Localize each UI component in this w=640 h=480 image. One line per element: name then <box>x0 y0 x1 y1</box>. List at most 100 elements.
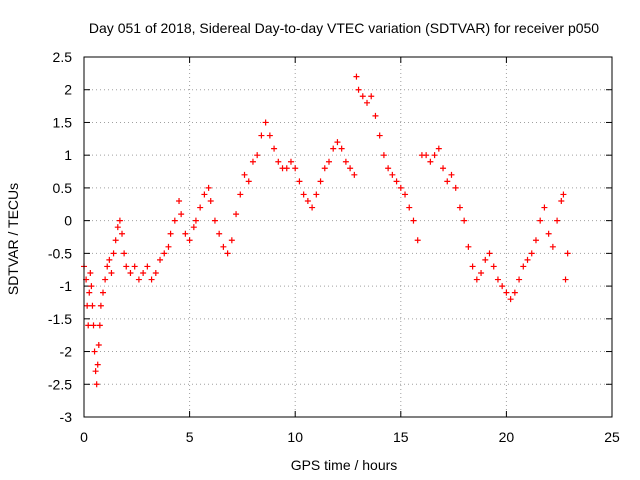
data-point <box>368 93 375 100</box>
data-point <box>241 171 248 178</box>
data-point <box>148 276 155 283</box>
plot-frame <box>83 56 613 418</box>
data-point <box>104 263 111 270</box>
data-point <box>423 152 430 159</box>
y-tick-label: -1 <box>60 278 73 294</box>
y-tick-label: 0.5 <box>53 180 73 196</box>
data-point <box>372 112 379 119</box>
x-tick-label: 15 <box>393 429 409 445</box>
data-point <box>410 217 417 224</box>
data-point <box>330 145 337 152</box>
data-point <box>190 224 197 231</box>
data-point <box>541 204 548 211</box>
data-point <box>435 145 442 152</box>
data-point <box>121 250 128 257</box>
data-point <box>87 270 94 276</box>
data-point <box>100 289 107 296</box>
data-point <box>292 165 299 172</box>
data-point <box>359 93 366 100</box>
data-point <box>473 276 480 283</box>
data-point <box>465 243 472 250</box>
data-point <box>119 230 126 237</box>
data-point <box>112 237 119 244</box>
y-tick-label: 2.5 <box>53 49 73 65</box>
data-point <box>245 178 252 185</box>
y-tick-labels: -3 -2.5 -2 -1.5 -1 -0.5 0 0.5 1 1.5 2 2.5 <box>48 49 72 425</box>
data-point <box>456 204 463 211</box>
data-point <box>233 211 240 218</box>
x-tick-label: 0 <box>80 429 88 445</box>
data-point <box>389 171 396 178</box>
data-point <box>558 198 565 204</box>
grid-lines <box>84 57 612 417</box>
data-point <box>516 276 523 283</box>
data-point <box>499 283 506 290</box>
data-point <box>94 361 101 368</box>
data-point <box>86 289 93 296</box>
data-point <box>152 270 159 276</box>
data-point <box>448 171 455 178</box>
data-point <box>93 381 100 388</box>
data-point <box>102 276 109 283</box>
data-point <box>216 230 223 237</box>
data-point <box>224 250 231 257</box>
data-point <box>507 296 514 303</box>
data-point <box>494 276 501 283</box>
data-point <box>201 191 208 198</box>
data-point <box>524 256 531 263</box>
data-point <box>92 368 99 375</box>
data-point <box>490 263 497 270</box>
data-point <box>106 256 113 263</box>
data-point <box>254 152 261 159</box>
data-point <box>511 289 518 296</box>
data-point <box>91 348 98 355</box>
data-point <box>402 191 409 198</box>
data-point <box>503 289 510 296</box>
data-point <box>186 237 193 244</box>
x-tick-label: 5 <box>186 429 194 445</box>
chart-title: Day 051 of 2018, Sidereal Day-to-day VTE… <box>89 20 599 36</box>
data-point <box>469 263 476 270</box>
data-point <box>211 217 218 224</box>
data-point <box>304 198 311 204</box>
data-point <box>549 243 556 250</box>
data-point <box>123 263 130 270</box>
data-point <box>353 73 360 80</box>
data-point <box>220 243 227 250</box>
data-point <box>114 224 121 231</box>
data-point <box>317 178 324 185</box>
data-point <box>207 198 214 204</box>
x-axis-label: GPS time / hours <box>291 457 398 473</box>
data-point <box>165 243 172 250</box>
data-point <box>266 132 273 139</box>
data-point <box>414 237 421 244</box>
data-point <box>482 256 489 263</box>
data-point <box>321 165 328 172</box>
data-point <box>116 217 123 224</box>
data-point <box>380 152 387 159</box>
data-point <box>397 184 404 191</box>
y-tick-label: 1 <box>64 147 72 163</box>
data-point <box>178 211 185 218</box>
x-tick-labels: 0 5 10 15 20 25 <box>80 429 620 445</box>
data-point <box>176 198 183 204</box>
data-point <box>440 165 447 172</box>
data-point <box>249 158 256 165</box>
y-tick-label: 1.5 <box>53 114 73 130</box>
data-point <box>135 276 142 283</box>
data-point <box>167 230 174 237</box>
data-point <box>161 250 168 257</box>
data-point <box>88 283 95 290</box>
y-tick-label: -1.5 <box>48 311 72 327</box>
data-point <box>562 276 569 283</box>
y-axis-label: SDTVAR / TECUs <box>5 183 21 295</box>
data-point <box>545 230 552 237</box>
data-point <box>347 165 354 172</box>
data-point <box>258 132 265 139</box>
data-point <box>364 99 371 106</box>
x-tick-label: 10 <box>287 429 303 445</box>
data-point <box>406 204 413 211</box>
data-point <box>271 145 278 152</box>
data-point <box>564 250 571 257</box>
data-point <box>338 145 345 152</box>
